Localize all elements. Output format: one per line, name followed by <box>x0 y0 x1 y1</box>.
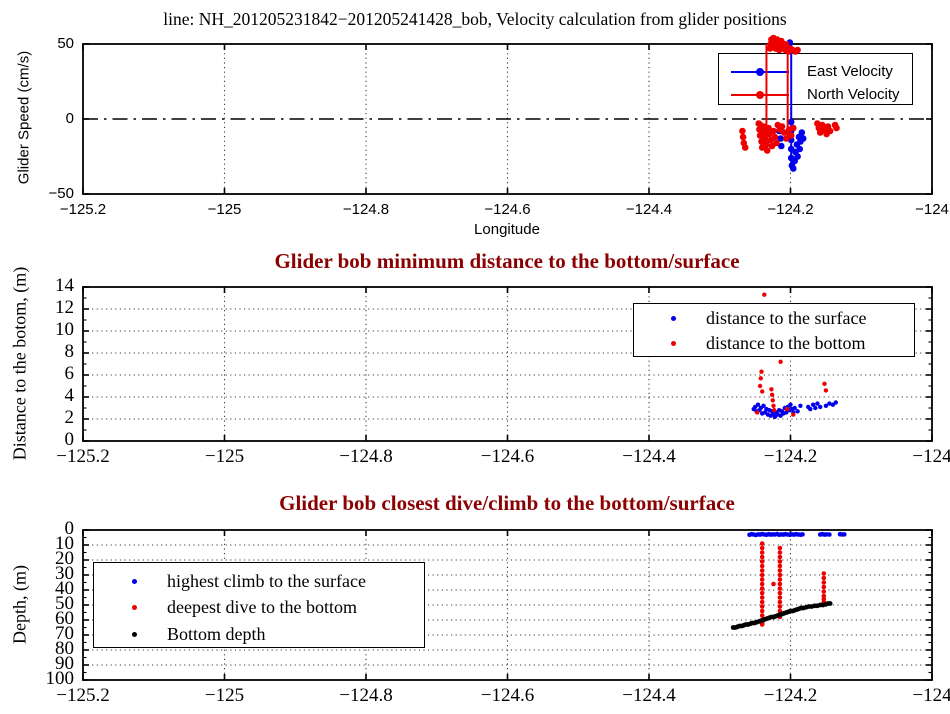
x-tick-label: −125.2 <box>59 201 107 218</box>
velocity-legend: East Velocity North Velocity <box>718 53 913 105</box>
legend-item-distance-surface: distance to the surface <box>634 306 914 331</box>
y-tick-label: 10 <box>55 319 74 340</box>
x-tick-label: −124 <box>912 446 950 467</box>
legend-label-east-velocity: East Velocity <box>807 63 893 80</box>
y-tick-label: 0 <box>65 110 74 127</box>
y-tick-label: 14 <box>55 275 74 296</box>
y-tick-label: 50 <box>57 35 74 52</box>
y-tick-label: 100 <box>45 668 75 689</box>
x-tick-label: −124.6 <box>480 685 535 706</box>
x-tick-label: −124.4 <box>622 446 676 467</box>
y-tick-label: 40 <box>55 578 74 599</box>
y-tick-label: −50 <box>48 185 74 202</box>
legend-label-highest-climb: highest climb to the surface <box>167 570 366 591</box>
x-tick-label: −124.2 <box>763 446 818 467</box>
black-dot-marker-icon <box>132 631 137 637</box>
distance-legend: distance to the surface distance to the … <box>633 303 915 357</box>
red-dot-marker-icon <box>132 605 137 611</box>
y-tick-label: 0 <box>64 518 75 539</box>
y-tick-label: 6 <box>64 363 75 384</box>
y-tick-label: 90 <box>55 653 74 674</box>
y-tick-label: 70 <box>55 623 74 644</box>
y-tick-label: 8 <box>64 341 75 362</box>
x-tick-label: −124.8 <box>339 685 393 706</box>
legend-item-east-velocity: East Velocity <box>719 60 912 83</box>
east-velocity-line-marker-icon <box>731 67 789 76</box>
x-tick-label: −124 <box>915 201 949 218</box>
legend-item-bottom-depth: Bottom depth <box>94 621 424 648</box>
y-tick-label: 12 <box>55 297 74 318</box>
top-plot-xlabel: Longitude <box>474 221 540 238</box>
x-tick-label: −125.2 <box>56 446 110 467</box>
x-tick-label: −124.6 <box>480 446 535 467</box>
north-velocity-line-marker-icon <box>731 90 789 99</box>
x-tick-label: −124.6 <box>484 201 531 218</box>
y-tick-label: 10 <box>55 533 74 554</box>
bottom-plot-title: Glider bob closest dive/climb to the bot… <box>279 491 735 515</box>
blue-dot-marker-icon <box>671 316 676 321</box>
y-tick-label: 30 <box>55 563 74 584</box>
legend-label-deepest-dive: deepest dive to the bottom <box>167 597 357 618</box>
y-tick-label: 4 <box>64 385 75 406</box>
middle-plot-title: Glider bob minimum distance to the botto… <box>274 249 740 273</box>
y-tick-label: 80 <box>55 638 74 659</box>
x-tick-label: −124.8 <box>342 201 390 218</box>
x-tick-label: −124.2 <box>763 685 818 706</box>
blue-dot-marker-icon <box>132 578 137 584</box>
legend-item-distance-bottom: distance to the bottom <box>634 331 914 356</box>
depth-legend: highest climb to the surface deepest div… <box>93 562 425 648</box>
y-tick-label: 50 <box>55 593 74 614</box>
red-dot-marker-icon <box>671 341 676 346</box>
x-tick-label: −125 <box>204 685 245 706</box>
x-tick-label: −124.2 <box>767 201 814 218</box>
x-tick-label: −124 <box>912 685 950 706</box>
x-tick-label: −125 <box>204 446 245 467</box>
legend-label-distance-surface: distance to the surface <box>706 308 867 328</box>
x-tick-label: −125 <box>207 201 242 218</box>
y-tick-label: 60 <box>55 608 74 629</box>
x-tick-label: −124.8 <box>339 446 393 467</box>
y-tick-label: 2 <box>64 407 75 428</box>
x-tick-label: −124.4 <box>625 201 673 218</box>
y-tick-label: 0 <box>64 429 75 450</box>
x-tick-label: −125.2 <box>56 685 110 706</box>
y-tick-label: 20 <box>55 548 74 569</box>
x-tick-label: −124.4 <box>622 685 676 706</box>
top-plot-title: line: NH_201205231842−201205241428_bob, … <box>163 9 787 29</box>
legend-item-north-velocity: North Velocity <box>719 83 912 106</box>
legend-item-deepest-dive: deepest dive to the bottom <box>94 595 424 622</box>
legend-item-highest-climb: highest climb to the surface <box>94 568 424 595</box>
legend-label-bottom-depth: Bottom depth <box>167 623 266 644</box>
legend-label-north-velocity: North Velocity <box>807 86 900 103</box>
legend-label-distance-bottom: distance to the bottom <box>706 333 866 353</box>
